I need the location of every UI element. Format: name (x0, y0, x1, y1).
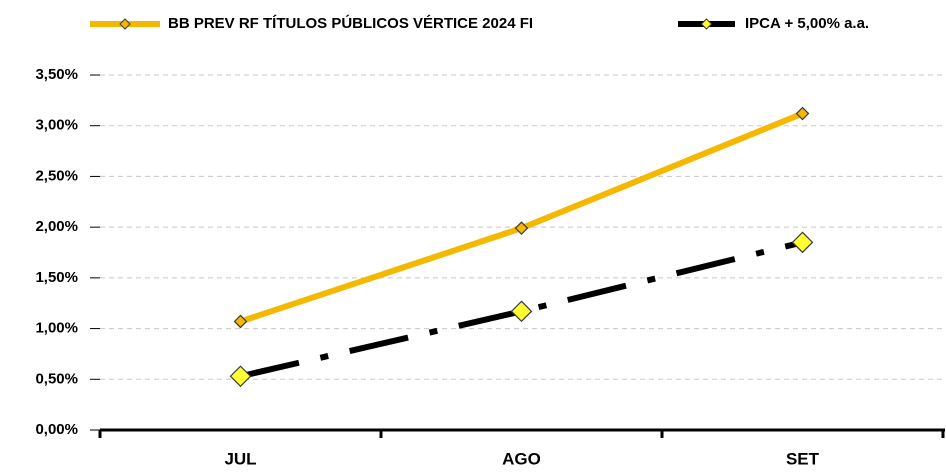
legend-label: IPCA + 5,00% a.a. (745, 15, 869, 32)
y-tick-label: 2,50% (35, 167, 78, 184)
data-marker (514, 221, 529, 236)
legend-label: BB PREV RF TÍTULOS PÚBLICOS VÉRTICE 2024… (168, 14, 533, 32)
y-tick-label: 3,50% (35, 66, 78, 83)
x-tick-label: JUL (224, 449, 256, 468)
x-tick-label: AGO (502, 449, 541, 468)
y-tick-label: 2,00% (35, 218, 78, 235)
data-marker (510, 300, 533, 323)
y-tick-label: 0,50% (35, 370, 78, 387)
y-tick-label: 3,00% (35, 117, 78, 134)
data-marker (233, 314, 248, 329)
y-tick-label: 0,00% (35, 421, 78, 438)
data-marker (791, 231, 814, 254)
legend-marker (119, 18, 131, 30)
series-line (239, 110, 804, 325)
data-marker (795, 106, 810, 121)
y-tick-label: 1,00% (35, 320, 78, 337)
x-tick-label: SET (786, 449, 820, 468)
series-line (239, 239, 804, 380)
y-tick-label: 1,50% (35, 269, 78, 286)
data-marker (229, 365, 252, 388)
legend-marker (700, 18, 713, 30)
